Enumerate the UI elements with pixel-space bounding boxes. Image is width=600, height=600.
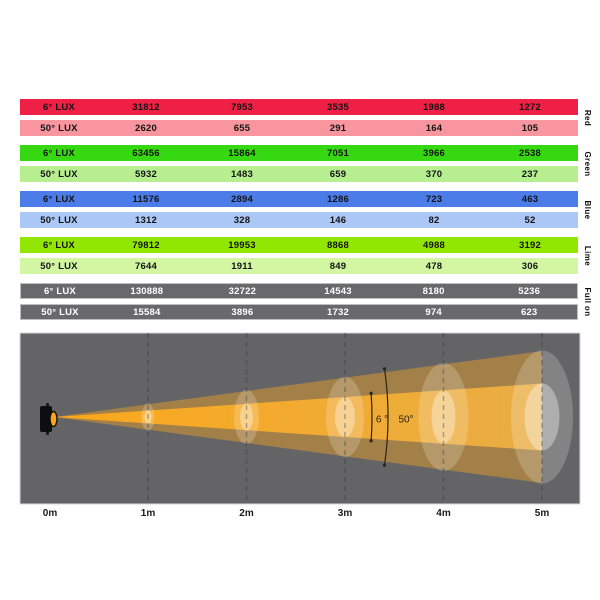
lux-value: 52 xyxy=(524,214,536,226)
lux-row: 50° LUX 2620 655 291 164 105 xyxy=(20,120,578,136)
lux-tables: 6° LUX 31812 7953 3535 1988 1272 50° LUX 2620 65… xyxy=(20,99,592,329)
lux-row: 50° LUX 15584 3896 1732 974 623 xyxy=(20,304,578,320)
lux-value: 1911 xyxy=(231,260,253,272)
lux-value: 2894 xyxy=(231,193,253,205)
lux-value: 237 xyxy=(521,168,539,180)
group-side-label: Green xyxy=(583,150,592,177)
lux-value: 2538 xyxy=(519,147,541,159)
lux-value: 164 xyxy=(425,122,443,134)
lux-value: 82 xyxy=(428,214,440,226)
lux-value: 4988 xyxy=(423,239,445,251)
lux-value: 463 xyxy=(521,193,539,205)
lux-value: 7051 xyxy=(327,147,349,159)
light-fixture xyxy=(40,403,58,435)
lux-value: 1988 xyxy=(423,101,445,113)
lux-row: 6° LUX 130888 32722 14543 8180 5236 xyxy=(20,283,578,299)
lux-value: 7644 xyxy=(135,260,157,272)
fixture-lens xyxy=(49,410,58,428)
metre-gridlines xyxy=(147,333,543,504)
lux-value: 79812 xyxy=(132,239,160,251)
group-side-label: Blue xyxy=(583,200,592,219)
beam-spots xyxy=(141,350,573,484)
group-side-label: Lime xyxy=(583,245,592,266)
lux-value: 306 xyxy=(521,260,539,272)
lux-value: 15864 xyxy=(228,147,256,159)
lux-value: 659 xyxy=(329,168,347,180)
lux-value: 8180 xyxy=(422,285,445,297)
lux-value: 2620 xyxy=(135,122,157,134)
lux-value: 19953 xyxy=(228,239,256,251)
lux-row: 6° LUX 11576 2894 1286 723 463 xyxy=(20,191,578,207)
lux-value: 370 xyxy=(425,168,443,180)
lux-value: 623 xyxy=(520,306,538,318)
row-label: 6° LUX xyxy=(43,101,75,113)
lux-value: 63456 xyxy=(132,147,160,159)
lux-group-full-on: 6° LUX 130888 32722 14543 8180 5236 50° LUX 155… xyxy=(20,283,592,320)
row-label: 6° LUX xyxy=(43,239,75,251)
lux-value: 8868 xyxy=(327,239,349,251)
lux-value: 5932 xyxy=(135,168,157,180)
beam-diagram-svg: 6 ° 50° 0m 1m 2m 3m 4m 5m xyxy=(19,332,581,519)
lux-value: 655 xyxy=(233,122,251,134)
lux-value: 7953 xyxy=(231,101,253,113)
lux-value: 1312 xyxy=(135,214,157,226)
row-label: 50° LUX xyxy=(40,214,78,226)
lux-value: 15584 xyxy=(133,306,161,318)
row-label: 50° LUX xyxy=(40,168,78,180)
group-side-label: Red xyxy=(583,109,592,126)
distance-label: 4m xyxy=(436,508,451,519)
lux-value: 723 xyxy=(425,193,443,205)
lux-value: 3896 xyxy=(231,306,254,318)
row-label: 50° LUX xyxy=(41,306,79,318)
lux-value: 3535 xyxy=(327,101,349,113)
beam-cone-narrow xyxy=(54,383,542,451)
lux-row: 6° LUX 63456 15864 7051 3966 2538 xyxy=(20,145,578,161)
distance-label: 2m xyxy=(239,508,254,519)
lux-value: 849 xyxy=(329,260,347,272)
lux-group-red: 6° LUX 31812 7953 3535 1988 1272 50° LUX 2620 65… xyxy=(20,99,592,136)
row-label: 6° LUX xyxy=(44,285,76,297)
lux-group-lime: 6° LUX 79812 19953 8868 4988 3192 50° LUX 7644 1… xyxy=(20,237,592,274)
lux-row: 50° LUX 5932 1483 659 370 237 xyxy=(20,166,578,182)
row-label: 50° LUX xyxy=(40,260,78,272)
lux-value: 146 xyxy=(329,214,347,226)
row-label: 6° LUX xyxy=(43,147,75,159)
lux-value: 130888 xyxy=(130,285,164,297)
lux-row: 6° LUX 31812 7953 3535 1988 1272 xyxy=(20,99,578,115)
lux-value: 1732 xyxy=(327,306,349,318)
lux-value: 1272 xyxy=(519,101,541,113)
row-label: 6° LUX xyxy=(43,193,75,205)
lux-value: 328 xyxy=(233,214,251,226)
row-label: 50° LUX xyxy=(40,122,78,134)
lux-value: 105 xyxy=(521,122,539,134)
lux-value: 14543 xyxy=(324,285,352,297)
narrow-angle-label: 6 ° xyxy=(376,415,388,426)
lux-value: 32722 xyxy=(228,285,257,297)
lux-row: 50° LUX 1312 328 146 82 52 xyxy=(20,212,578,228)
distance-label: 0m xyxy=(43,508,58,519)
lux-row: 50° LUX 7644 1911 849 478 306 xyxy=(20,258,578,274)
lux-value: 478 xyxy=(425,260,443,272)
lux-row: 6° LUX 79812 19953 8868 4988 3192 xyxy=(20,237,578,253)
beam-angle-arcs: 6 ° 50° xyxy=(369,367,414,467)
distance-label: 1m xyxy=(141,508,156,519)
lux-value: 5236 xyxy=(518,285,541,297)
distance-label: 3m xyxy=(338,508,353,519)
distance-label: 5m xyxy=(535,508,550,519)
beam-diagram: 6 ° 50° 0m 1m 2m 3m 4m 5m xyxy=(0,320,600,530)
lux-group-green: 6° LUX 63456 15864 7051 3966 2538 50° LUX 5932 1… xyxy=(20,145,592,182)
wide-angle-label: 50° xyxy=(398,415,413,426)
lux-value: 31812 xyxy=(132,101,160,113)
lux-value: 1483 xyxy=(231,168,253,180)
lux-value: 1286 xyxy=(327,193,349,205)
lux-value: 11576 xyxy=(132,193,160,205)
lux-value: 3966 xyxy=(423,147,445,159)
lux-group-blue: 6° LUX 11576 2894 1286 723 463 50° LUX 1312 328 1… xyxy=(20,191,592,228)
lux-value: 3192 xyxy=(519,239,541,251)
lux-value: 974 xyxy=(425,306,442,318)
lux-value: 291 xyxy=(329,122,347,134)
distance-labels: 0m 1m 2m 3m 4m 5m xyxy=(43,508,550,519)
group-side-label: Full on xyxy=(583,286,592,317)
